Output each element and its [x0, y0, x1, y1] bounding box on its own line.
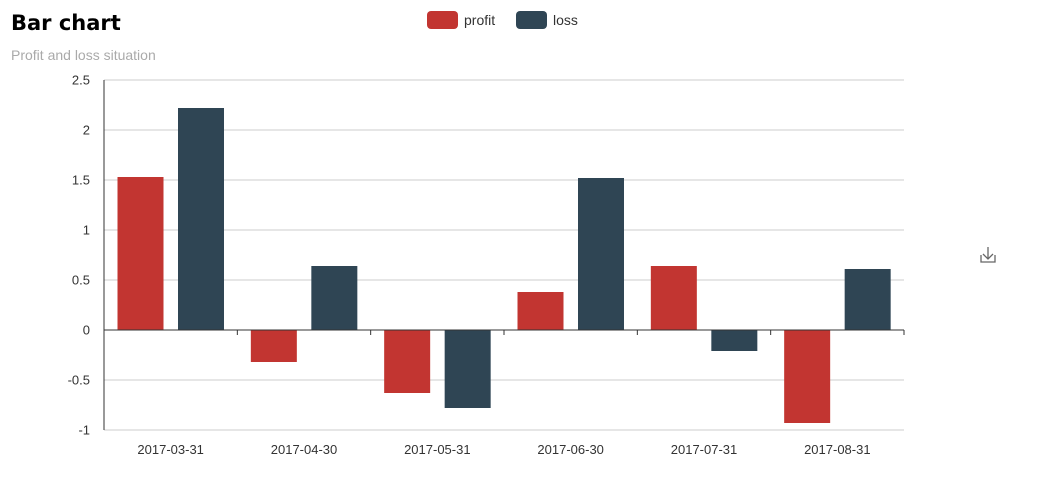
bar-loss-2017-07-31[interactable]: [711, 330, 758, 351]
y-tick-label: -0.5: [68, 373, 90, 388]
bar-loss-2017-05-31[interactable]: [444, 330, 491, 408]
legend: profit loss: [427, 11, 578, 29]
legend-label: loss: [553, 12, 578, 28]
bar-loss-2017-04-30[interactable]: [311, 266, 358, 330]
chart-subtitle: Profit and loss situation: [11, 47, 156, 63]
bar-profit-2017-04-30[interactable]: [250, 330, 297, 362]
bar-loss-2017-03-31[interactable]: [178, 108, 224, 330]
y-tick-label: 0: [83, 323, 90, 338]
x-tick-label: 2017-07-31: [671, 442, 738, 457]
legend-item-profit[interactable]: profit: [427, 11, 495, 29]
x-tick-label: 2017-04-30: [271, 442, 338, 457]
bar-profit-2017-07-31[interactable]: [650, 266, 697, 330]
y-tick-label: 0.5: [72, 273, 90, 288]
bar-profit-2017-08-31[interactable]: [784, 330, 831, 423]
y-tick-label: 1: [83, 223, 90, 238]
y-axis: 2.5 2 1.5 1 0.5 0 -0.5 -1: [68, 73, 105, 438]
x-tick-label: 2017-03-31: [137, 442, 204, 457]
save-as-image-button[interactable]: [976, 242, 1000, 266]
x-axis: 2017-03-31 2017-04-30 2017-05-31 2017-06-30…: [103, 329, 905, 457]
chart-title: Bar chart: [11, 11, 121, 35]
legend-label: profit: [464, 12, 495, 28]
y-tick-label: 1.5: [72, 173, 90, 188]
legend-swatch: [516, 11, 547, 29]
bar-profit-2017-03-31[interactable]: [117, 177, 164, 330]
gridlines: [104, 79, 904, 431]
x-tick-label: 2017-05-31: [404, 442, 471, 457]
bar-profit-2017-05-31[interactable]: [384, 330, 431, 393]
legend-item-loss[interactable]: loss: [516, 11, 578, 29]
bar-loss-2017-08-31[interactable]: [844, 269, 891, 330]
y-tick-label: 2: [83, 123, 90, 138]
x-tick-label: 2017-08-31: [804, 442, 871, 457]
download-icon: [980, 247, 996, 263]
x-tick-label: 2017-06-30: [537, 442, 604, 457]
bar-loss-2017-06-30[interactable]: [578, 178, 624, 330]
bars: [117, 108, 891, 423]
y-tick-label: 2.5: [72, 73, 90, 88]
bar-profit-2017-06-30[interactable]: [517, 292, 564, 330]
y-tick-label: -1: [78, 423, 90, 438]
legend-swatch: [427, 11, 458, 29]
